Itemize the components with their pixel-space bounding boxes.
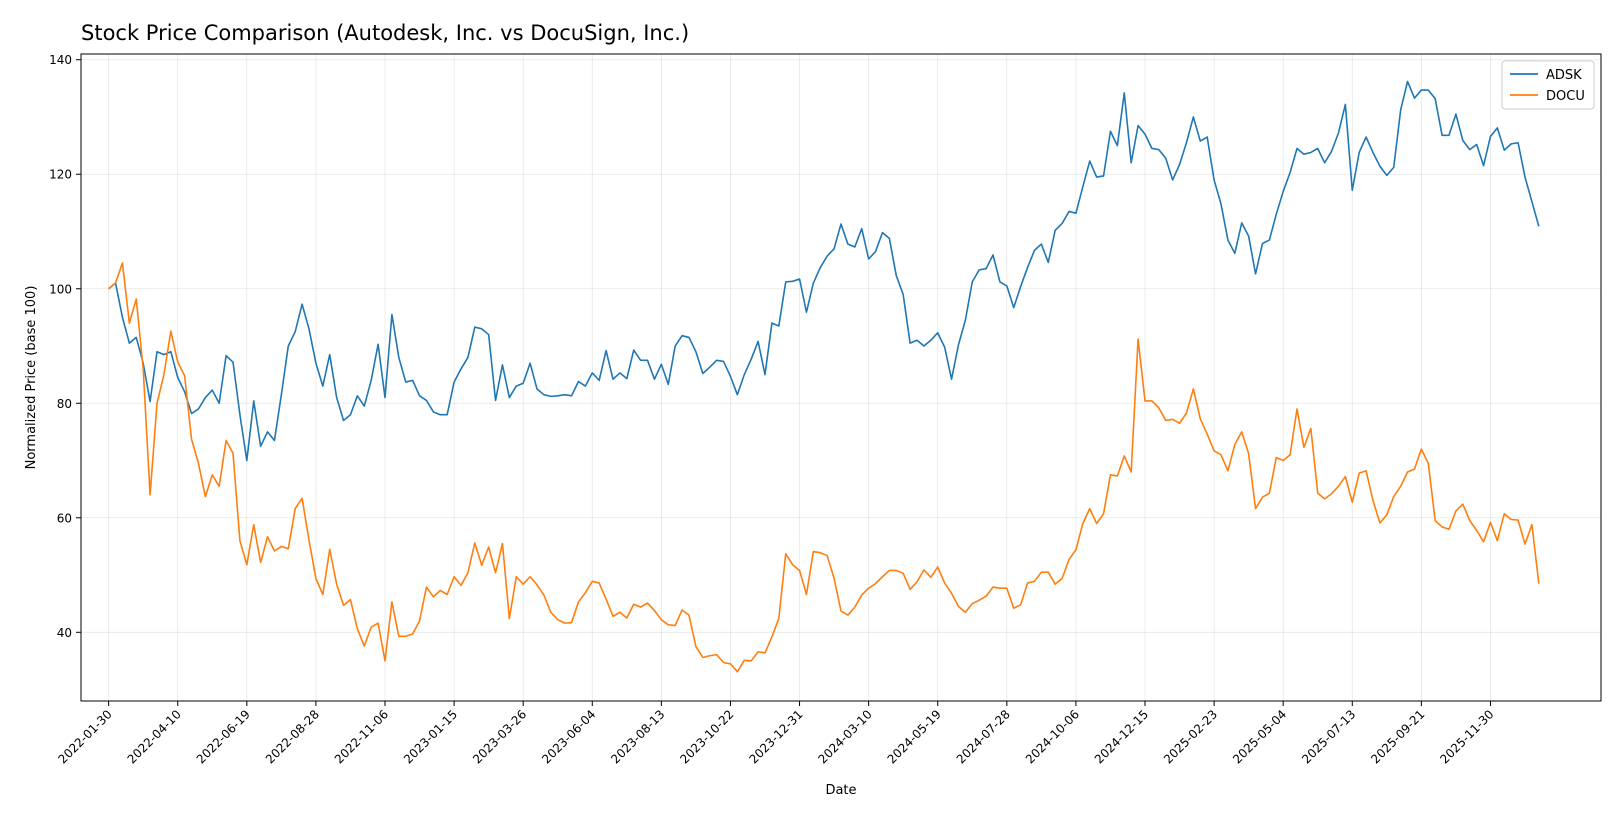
- x-tick-label: 2023-03-26: [470, 707, 529, 766]
- x-tick-label: 2022-08-28: [263, 707, 322, 766]
- x-tick-label: 2023-08-13: [608, 707, 667, 766]
- x-tick-label: 2023-01-15: [401, 707, 460, 766]
- x-tick-label: 2024-07-28: [954, 707, 1013, 766]
- y-axis: 40 60 80 100 120 140: [49, 53, 81, 640]
- x-tick-label: 2025-09-21: [1368, 707, 1427, 766]
- x-tick-label: 2022-04-10: [125, 707, 184, 766]
- x-tick-label: 2023-10-22: [677, 707, 736, 766]
- x-tick-label: 2023-06-04: [539, 707, 598, 766]
- legend-label-adsk: ADSK: [1546, 68, 1582, 83]
- legend-label-docu: DOCU: [1546, 89, 1585, 104]
- series-line-adsk: [108, 80, 1540, 462]
- y-tick-label: 100: [49, 282, 72, 296]
- y-tick-label: 60: [57, 511, 72, 525]
- legend-box: [1501, 60, 1595, 110]
- x-tick-label: 2022-01-30: [56, 707, 115, 766]
- chart-title: Stock Price Comparison (Autodesk, Inc. v…: [81, 21, 689, 45]
- grid: [81, 54, 1601, 701]
- x-axis: 2022-01-30 2022-04-10 2022-06-19 2022-08-28…: [56, 701, 1497, 766]
- x-axis-label: Date: [825, 783, 856, 798]
- x-tick-label: 2025-05-04: [1230, 707, 1289, 766]
- y-tick-label: 40: [57, 626, 72, 640]
- series-line-docu: [108, 262, 1540, 673]
- y-tick-label: 80: [57, 397, 72, 411]
- x-tick-label: 2024-03-10: [816, 707, 875, 766]
- x-tick-label: 2022-11-06: [332, 707, 391, 766]
- series-lines: [108, 80, 1540, 673]
- x-tick-label: 2024-05-19: [885, 707, 944, 766]
- x-tick-label: 2024-12-15: [1092, 707, 1151, 766]
- x-tick-label: 2023-12-31: [746, 707, 805, 766]
- x-tick-label: 2024-10-06: [1023, 707, 1082, 766]
- x-tick-label: 2025-11-30: [1437, 707, 1496, 766]
- y-tick-label: 120: [49, 168, 72, 182]
- plot-frame: [80, 53, 1602, 702]
- x-tick-label: 2025-02-23: [1161, 707, 1220, 766]
- legend: ADSK DOCU: [1501, 60, 1595, 110]
- x-tick-label: 2025-07-13: [1299, 707, 1358, 766]
- y-tick-label: 140: [49, 53, 72, 67]
- y-axis-label: Normalized Price (base 100): [24, 286, 39, 470]
- x-tick-label: 2022-06-19: [194, 707, 253, 766]
